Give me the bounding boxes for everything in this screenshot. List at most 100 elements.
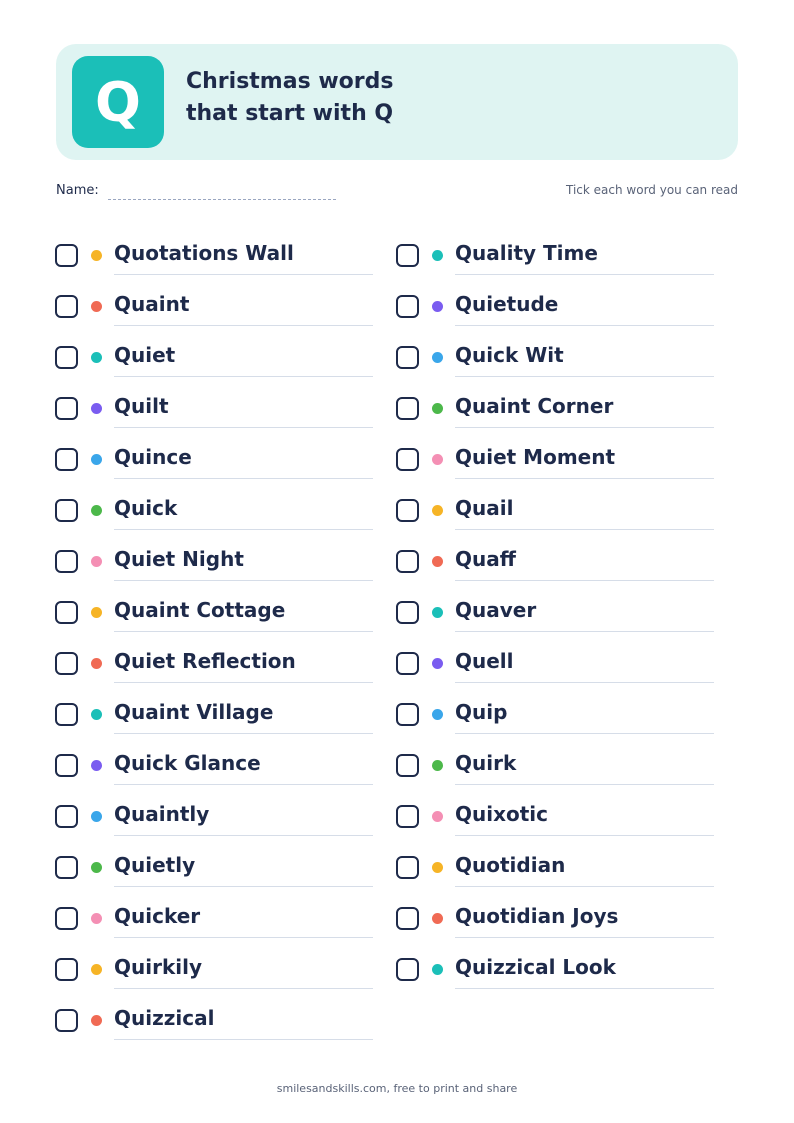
word-row: Quaint Village	[55, 689, 375, 740]
word-row: Quaff	[396, 536, 716, 587]
word: Quaint Cottage	[114, 598, 286, 622]
word-row: Quaint	[55, 281, 375, 332]
word: Quirkily	[114, 955, 203, 979]
color-dot	[432, 454, 443, 465]
checkbox[interactable]	[55, 601, 78, 624]
header: Q Christmas words that start with Q	[56, 44, 738, 160]
checkbox[interactable]	[396, 397, 419, 420]
underline	[114, 886, 373, 887]
checkbox[interactable]	[396, 346, 419, 369]
word: Quaint Corner	[455, 394, 614, 418]
word: Quip	[455, 700, 508, 724]
word: Quaintly	[114, 802, 210, 826]
word: Quiet	[114, 343, 176, 367]
word: Quick Glance	[114, 751, 261, 775]
word-row: Quietly	[55, 842, 375, 893]
checkbox[interactable]	[396, 754, 419, 777]
title-line: Christmas words	[186, 69, 394, 94]
checkbox[interactable]	[55, 499, 78, 522]
word: Quicker	[114, 904, 201, 928]
word: Quizzical Look	[455, 955, 616, 979]
checkbox[interactable]	[396, 295, 419, 318]
word-row: Quince	[55, 434, 375, 485]
word-row: Quizzical	[55, 995, 375, 1046]
word: Quality Time	[455, 241, 598, 265]
underline	[455, 427, 714, 428]
letter-badge: Q	[72, 56, 164, 148]
checkbox[interactable]	[55, 346, 78, 369]
word-row: Quixotic	[396, 791, 716, 842]
underline	[114, 427, 373, 428]
color-dot	[91, 352, 102, 363]
checkbox[interactable]	[396, 805, 419, 828]
title: Christmas words that start with Q	[186, 66, 393, 130]
checkbox[interactable]	[55, 295, 78, 318]
checkbox[interactable]	[396, 856, 419, 879]
checkbox[interactable]	[396, 550, 419, 573]
word-row: Quick Wit	[396, 332, 716, 383]
checkbox[interactable]	[396, 499, 419, 522]
underline	[455, 682, 714, 683]
underline	[114, 1039, 373, 1040]
color-dot	[91, 505, 102, 516]
checkbox[interactable]	[55, 1009, 78, 1032]
word-row: Quicker	[55, 893, 375, 944]
checkbox[interactable]	[55, 244, 78, 267]
color-dot	[91, 1015, 102, 1026]
underline	[114, 835, 373, 836]
checkbox[interactable]	[396, 958, 419, 981]
checkbox[interactable]	[396, 652, 419, 675]
checkbox[interactable]	[396, 448, 419, 471]
word-row: Quizzical Look	[396, 944, 716, 995]
color-dot	[91, 403, 102, 414]
color-dot	[432, 811, 443, 822]
underline	[455, 784, 714, 785]
checkbox[interactable]	[55, 958, 78, 981]
word-row: Quaver	[396, 587, 716, 638]
underline	[455, 274, 714, 275]
checkbox[interactable]	[396, 703, 419, 726]
checkbox[interactable]	[396, 601, 419, 624]
checkbox[interactable]	[55, 397, 78, 420]
underline	[114, 631, 373, 632]
word-column: Quotations Wall Quaint Quiet Quilt Quince Qui…	[55, 230, 375, 1046]
underline	[455, 988, 714, 989]
underline	[114, 529, 373, 530]
color-dot	[91, 607, 102, 618]
word: Quiet Night	[114, 547, 244, 571]
underline	[114, 988, 373, 989]
footer: smilesandskills.com, free to print and s…	[276, 1082, 518, 1095]
word-row: Quell	[396, 638, 716, 689]
word-row: Quality Time	[396, 230, 716, 281]
checkbox[interactable]	[396, 244, 419, 267]
color-dot	[91, 862, 102, 873]
color-dot	[432, 862, 443, 873]
checkbox[interactable]	[55, 907, 78, 930]
checkbox[interactable]	[55, 652, 78, 675]
checkbox[interactable]	[55, 856, 78, 879]
checkbox[interactable]	[55, 703, 78, 726]
checkbox[interactable]	[55, 805, 78, 828]
color-dot	[91, 556, 102, 567]
underline	[455, 886, 714, 887]
underline	[455, 835, 714, 836]
color-dot	[432, 556, 443, 567]
word-row: Quotations Wall	[55, 230, 375, 281]
underline	[455, 733, 714, 734]
checkbox[interactable]	[55, 550, 78, 573]
checkbox[interactable]	[55, 448, 78, 471]
name-label: Name:	[56, 183, 99, 198]
word: Quaver	[455, 598, 537, 622]
word-row: Quaint Corner	[396, 383, 716, 434]
color-dot	[432, 403, 443, 414]
color-dot	[432, 250, 443, 261]
word-row: Quirk	[396, 740, 716, 791]
word: Quotations Wall	[114, 241, 294, 265]
word-row: Quietude	[396, 281, 716, 332]
checkbox[interactable]	[55, 754, 78, 777]
color-dot	[91, 811, 102, 822]
underline	[114, 784, 373, 785]
word-row: Quiet Reflection	[55, 638, 375, 689]
word-row: Quilt	[55, 383, 375, 434]
checkbox[interactable]	[396, 907, 419, 930]
